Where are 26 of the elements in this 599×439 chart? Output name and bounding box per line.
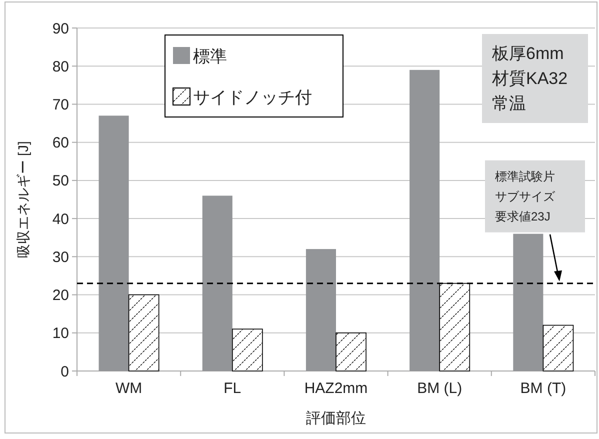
legend-label: 標準 xyxy=(193,47,227,66)
bar xyxy=(513,234,544,371)
x-tick-label: FL xyxy=(224,380,242,397)
bar xyxy=(98,116,129,371)
bar xyxy=(410,70,440,371)
legend-label: サイドノッチ付 xyxy=(193,88,312,107)
x-tick-label: WM xyxy=(115,380,142,397)
y-tick-label: 40 xyxy=(52,210,69,228)
bar xyxy=(202,196,232,371)
y-tick-label: 90 xyxy=(52,20,69,38)
y-tick-label: 50 xyxy=(52,172,69,190)
y-tick-label: 70 xyxy=(52,96,69,114)
y-tick-label: 60 xyxy=(52,134,69,152)
x-axis-title: 評価部位 xyxy=(306,410,366,427)
y-tick-label: 80 xyxy=(52,58,69,76)
x-tick-label: BM (T) xyxy=(520,380,566,397)
y-axis-title: 吸収エネルギー [J] xyxy=(15,141,31,258)
y-tick-label: 30 xyxy=(52,248,69,266)
x-tick-label: HAZ2mm xyxy=(304,380,368,397)
y-tick-label: 0 xyxy=(60,363,69,380)
annotation: 板厚6mm 材質KA32 常温 xyxy=(491,44,568,113)
ref-line-label: 標準試験片サブサイズ要求値23J xyxy=(495,169,556,224)
x-tick-label: BM (L) xyxy=(417,380,462,397)
y-tick-label: 10 xyxy=(52,325,69,342)
y-tick-label: 20 xyxy=(52,287,69,304)
bar xyxy=(306,249,336,371)
